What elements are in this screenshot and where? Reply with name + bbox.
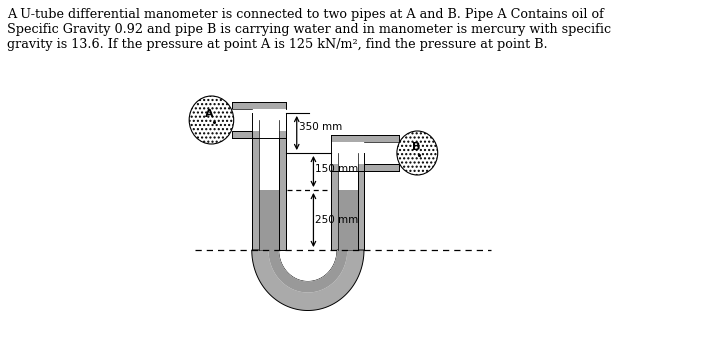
Bar (232, 131, 286, 138)
Bar (232, 102, 286, 109)
Bar (252, 120, 258, 250)
Bar (232, 109, 286, 131)
Bar (331, 142, 399, 164)
Bar (258, 120, 279, 250)
Text: 250 mm: 250 mm (315, 215, 359, 225)
Bar (258, 109, 279, 131)
PathPatch shape (252, 250, 364, 311)
Bar (252, 113, 286, 120)
Bar (279, 120, 286, 250)
Bar (338, 190, 358, 250)
Bar (258, 190, 279, 250)
PathPatch shape (269, 250, 347, 292)
Bar (331, 164, 399, 171)
Bar (338, 142, 358, 164)
Circle shape (189, 96, 234, 144)
PathPatch shape (269, 250, 347, 292)
Text: 150 mm: 150 mm (315, 165, 359, 174)
Text: A U-tube differential manometer is connected to two pipes at A and B. Pipe A Con: A U-tube differential manometer is conne… (7, 8, 611, 51)
Bar (338, 153, 358, 250)
Text: A: A (205, 109, 214, 119)
Bar (331, 153, 338, 250)
Bar (331, 135, 399, 142)
Text: 350 mm: 350 mm (299, 122, 342, 132)
Text: B: B (412, 142, 420, 152)
Bar (331, 135, 364, 171)
Bar (358, 153, 364, 250)
Bar (252, 102, 286, 138)
Circle shape (397, 131, 438, 175)
